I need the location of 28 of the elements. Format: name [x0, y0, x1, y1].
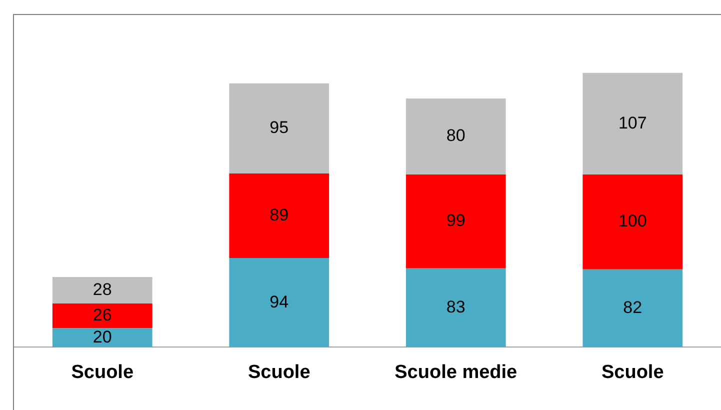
data-label: 26: [92, 306, 112, 325]
data-label: 80: [446, 126, 466, 146]
bar: [406, 268, 506, 348]
bar: [406, 98, 506, 174]
bar: [406, 174, 506, 268]
bar: [229, 83, 330, 174]
data-label: 95: [270, 118, 289, 138]
data-label: 28: [92, 280, 112, 299]
x-tick-label: Scuole: [601, 362, 664, 383]
data-label: 107: [618, 113, 647, 132]
bar: [582, 72, 683, 174]
bar: [582, 174, 683, 270]
bar: [52, 328, 152, 348]
data-label: 94: [270, 292, 289, 312]
data-label: 20: [92, 327, 112, 346]
bar: [52, 304, 152, 328]
bar: [229, 174, 330, 258]
bar: [582, 269, 683, 348]
x-tick-label: Scuole medie: [394, 362, 518, 383]
x-tick-label: Scuole: [248, 362, 310, 383]
data-label: 89: [270, 205, 289, 224]
data-label: 83: [446, 298, 466, 316]
bar: [229, 258, 330, 348]
data-label: 99: [446, 211, 466, 230]
data-label: 82: [623, 298, 642, 317]
x-tick-label: Scuole: [71, 362, 134, 383]
data-label: 100: [618, 212, 647, 231]
bar: [52, 276, 152, 304]
